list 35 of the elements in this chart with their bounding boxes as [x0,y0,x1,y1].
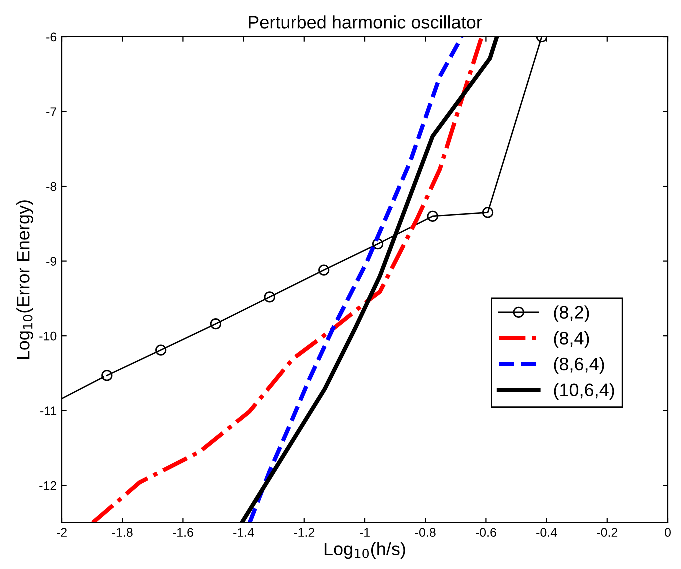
legend-label: (8,4) [554,332,590,348]
x-tick-label: -1.2 [294,528,315,537]
x-tick-label: -1.4 [234,528,254,537]
point [482,207,494,218]
x-tick-label: -1.8 [112,528,133,538]
point [156,344,167,356]
point [102,370,113,382]
point [372,238,384,250]
y-tick-label: -9 [46,257,57,266]
x-axis-title: Log$_{10}$(h/s) [324,542,406,560]
line-series [90,37,484,523]
y-tick-label: -11 [40,406,57,416]
y-tick-label: -12 [40,481,57,490]
legend-label: (8,6,4) [554,357,604,374]
x-tick-label: -1 [360,528,370,537]
x-tick-label: -2 [57,528,67,537]
point [264,292,276,303]
chart-title: Perturbed harmonic oscillator [249,16,482,29]
x-tick-label: -0.4 [536,528,558,538]
y-tick-label: -8 [46,182,57,192]
line-series [248,37,464,523]
legend-label: (10,6,4) [554,383,614,400]
legend-label: (8,2) [554,306,590,323]
x-tick-label: -1.6 [172,528,194,538]
y-tick-label: -10 [40,332,57,341]
y-tick-label: -6 [46,32,57,42]
point [427,210,438,222]
y-tick-label: -7 [46,108,57,116]
y-axis-title: Log$_{10}$(Error Energy) [16,200,34,360]
x-tick-label: 0 [665,528,671,538]
point [318,264,330,276]
x-tick-label: -0.2 [597,528,618,538]
x-tick-label: -0.8 [415,528,436,538]
point [210,318,222,330]
x-tick-label: -0.6 [476,528,496,538]
